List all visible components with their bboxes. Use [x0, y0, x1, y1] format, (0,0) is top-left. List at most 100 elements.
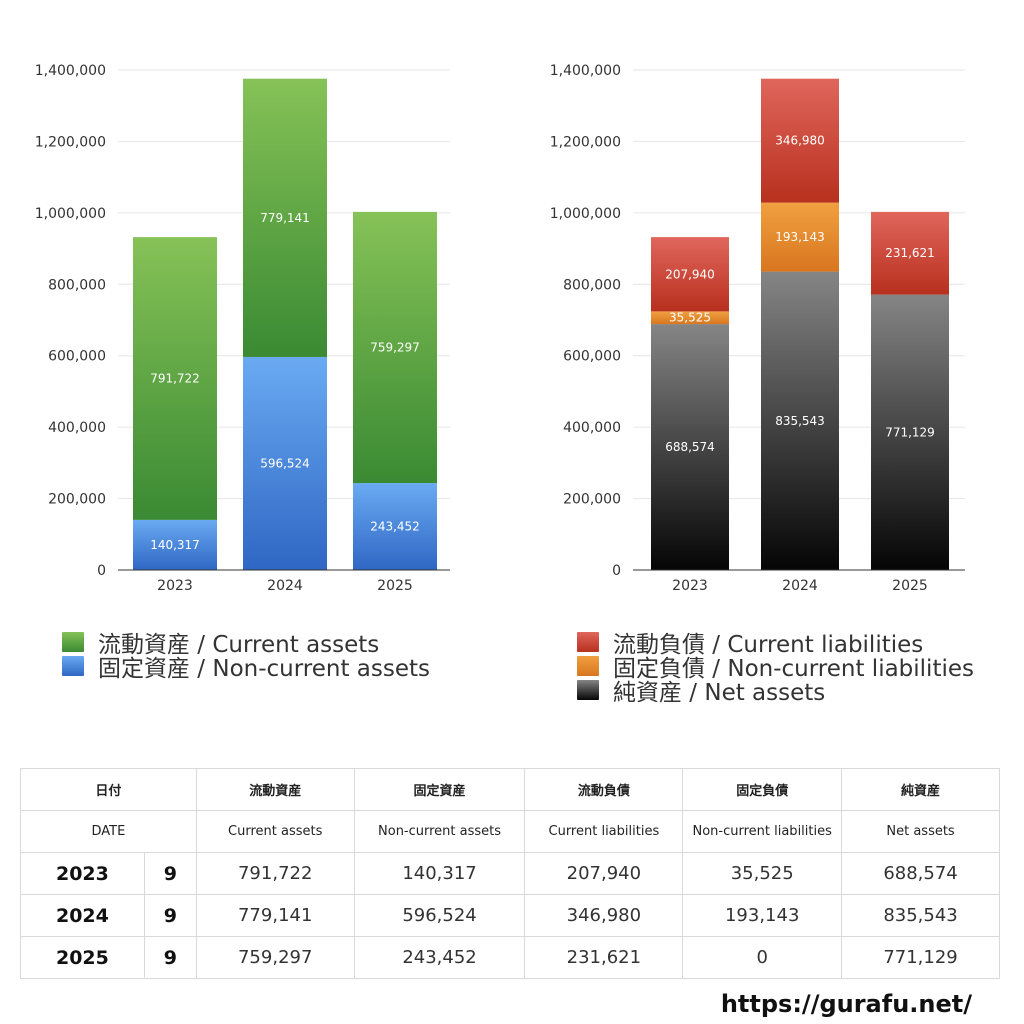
y-tick-label: 1,400,000: [550, 63, 621, 79]
y-tick-label: 400,000: [48, 420, 106, 436]
header-date-jp: 日付: [20, 768, 197, 811]
bar-value-label: 346,980: [775, 134, 825, 148]
bar-segment: [133, 519, 217, 570]
bar-value-label: 835,543: [775, 414, 825, 428]
header-non-current-liabilities-jp: 固定負債: [682, 768, 843, 811]
row-year: 2025: [20, 936, 145, 979]
y-tick-label: 1,400,000: [35, 63, 106, 79]
header-non-current-assets-jp: 固定資産: [353, 768, 526, 811]
cell-non-current-assets: 140,317: [353, 852, 526, 895]
y-tick-label: 1,200,000: [35, 134, 106, 150]
bar-segment: [353, 483, 437, 570]
bar-segment: [243, 356, 327, 570]
bar-segment: [651, 311, 729, 325]
cell-net-assets: 771,129: [841, 936, 1000, 979]
x-tick-label: 2025: [377, 578, 413, 594]
cell-non-current-assets: 596,524: [353, 894, 526, 937]
legend-swatch: [62, 656, 84, 676]
cell-current-assets: 779,141: [195, 894, 355, 937]
cell-non-current-assets: 243,452: [353, 936, 526, 979]
y-tick-label: 800,000: [563, 277, 621, 293]
cell-non-current-liabilities: 193,143: [682, 894, 843, 937]
bar-segment: [871, 211, 949, 295]
y-tick-label: 400,000: [563, 420, 621, 436]
bar-value-label: 207,940: [665, 267, 715, 281]
y-tick-label: 1,200,000: [550, 134, 621, 150]
x-tick-label: 2024: [782, 578, 818, 594]
bar-value-label: 791,722: [150, 372, 200, 386]
header-non-current-assets-en: Non-current assets: [353, 810, 526, 853]
legend-swatch: [577, 632, 599, 652]
legend-swatch: [577, 656, 599, 676]
cell-net-assets: 688,574: [841, 852, 1000, 895]
legend-label: 固定資産 / Non-current assets: [98, 656, 431, 682]
x-tick-label: 2023: [157, 578, 193, 594]
legend-swatch: [62, 632, 84, 652]
legend-label: 流動負債 / Current liabilities: [613, 632, 924, 658]
cell-current-assets: 791,722: [195, 852, 355, 895]
bar-segment: [133, 237, 217, 520]
row-month: 9: [143, 894, 197, 937]
cell-current-liabilities: 346,980: [524, 894, 684, 937]
legend-item-net-assets: 純資産 / Net assets: [577, 678, 974, 706]
bar-segment: [651, 237, 729, 312]
bar-segment: [761, 78, 839, 203]
bar-value-label: 243,452: [370, 520, 420, 534]
legend-label: 流動資産 / Current assets: [98, 632, 380, 658]
y-tick-label: 0: [97, 563, 106, 579]
table-header-row-en: DATE Current assets Non-current assets C…: [20, 810, 1000, 853]
bar-value-label: 596,524: [260, 456, 310, 470]
cell-current-assets: 759,297: [195, 936, 355, 979]
table-row: 2025 9 759,297 243,452 231,621 0 771,129: [20, 936, 1000, 979]
x-tick-label: 2023: [672, 578, 708, 594]
bar-value-label: 759,297: [370, 340, 420, 354]
legend-item-non-current-liabilities: 固定負債 / Non-current liabilities: [577, 654, 974, 682]
liabilities-netassets-chart: 0 200,000 400,000 600,000 800,000 1,000,000 1,…: [550, 63, 965, 594]
row-month: 9: [143, 852, 197, 895]
header-current-assets-jp: 流動資産: [195, 768, 355, 811]
cell-net-assets: 835,543: [841, 894, 1000, 937]
bar-segment: [243, 78, 327, 357]
y-tick-label: 1,000,000: [35, 206, 106, 222]
legend-label: 純資産 / Net assets: [613, 680, 826, 706]
y-tick-label: 800,000: [48, 277, 106, 293]
x-tick-label: 2024: [267, 578, 303, 594]
bar-value-label: 771,129: [885, 425, 935, 439]
table-row: 2023 9 791,722 140,317 207,940 35,525 68…: [20, 852, 1000, 895]
y-tick-label: 0: [612, 563, 621, 579]
y-tick-label: 200,000: [48, 492, 106, 508]
bar-value-label: 231,621: [885, 246, 935, 260]
cell-current-liabilities: 207,940: [524, 852, 684, 895]
header-net-assets-jp: 純資産: [841, 768, 1000, 811]
assets-chart: 0 200,000 400,000 600,000 800,000 1,000,000 1,…: [35, 63, 450, 594]
row-month: 9: [143, 936, 197, 979]
x-tick-label: 2025: [892, 578, 928, 594]
y-tick-label: 1,000,000: [550, 206, 621, 222]
cell-non-current-liabilities: 0: [682, 936, 843, 979]
site-url[interactable]: https://gurafu.net/: [720, 990, 972, 1018]
assets-legend: 流動資産 / Current assets 固定資産 / Non-current…: [62, 630, 430, 682]
header-current-assets-en: Current assets: [195, 810, 355, 853]
header-net-assets-en: Net assets: [841, 810, 1000, 853]
bar-value-label: 140,317: [150, 538, 200, 552]
legend-label: 固定負債 / Non-current liabilities: [613, 656, 974, 682]
cell-non-current-liabilities: 35,525: [682, 852, 843, 895]
bar-value-label: 688,574: [665, 440, 715, 454]
table-header-row-jp: 日付 流動資産 固定資産 流動負債 固定負債 純資産: [20, 768, 1000, 811]
legend-swatch: [577, 680, 599, 700]
cell-current-liabilities: 231,621: [524, 936, 684, 979]
legend-item-current-liabilities: 流動負債 / Current liabilities: [577, 630, 974, 658]
row-year: 2023: [20, 852, 145, 895]
charts-area: 0 200,000 400,000 600,000 800,000 1,000,000 1,…: [35, 63, 965, 594]
bar-segment: [651, 324, 729, 570]
row-year: 2024: [20, 894, 145, 937]
bar-segment: [353, 211, 437, 484]
bar-value-label: 193,143: [775, 230, 825, 244]
bar-value-label: 35,525: [669, 311, 711, 325]
bar-segment: [761, 271, 839, 570]
header-non-current-liabilities-en: Non-current liabilities: [682, 810, 843, 853]
table-row: 2024 9 779,141 596,524 346,980 193,143 8…: [20, 894, 1000, 937]
bar-segment: [871, 294, 949, 570]
bar-segment: [761, 202, 839, 272]
y-tick-label: 600,000: [48, 349, 106, 365]
